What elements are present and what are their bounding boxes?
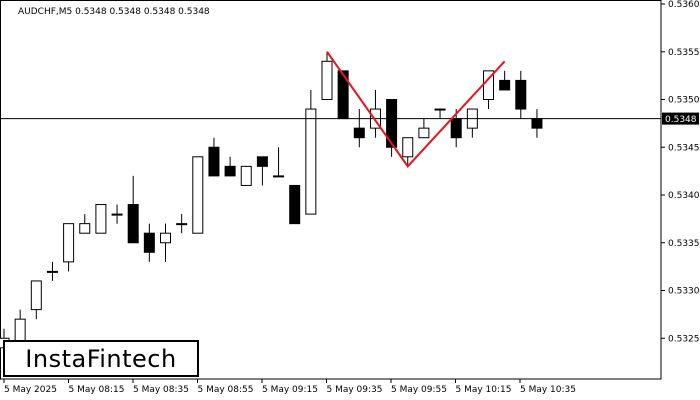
candle-bodies [0, 60, 543, 349]
y-tick-label: 0.5360 [668, 0, 700, 10]
y-tick-label: 0.5330 [668, 287, 700, 297]
bullish-candle [321, 60, 333, 100]
bullish-candle [160, 232, 171, 244]
bearish-candle [386, 99, 398, 148]
bearish-candle [256, 156, 268, 167]
bearish-candle [224, 165, 236, 177]
bearish-candle [515, 79, 527, 110]
bearish-candle [208, 146, 220, 177]
bullish-candle [305, 108, 317, 215]
candle-wicks [3, 51, 538, 367]
bullish-candle [95, 204, 107, 234]
y-tick-label: 0.5335 [668, 239, 700, 249]
x-tick-label: 5 May 10:15 [456, 385, 512, 395]
x-tick-label: 5 May 10:35 [520, 385, 576, 395]
brand-logo-box: InstaFintech [3, 340, 199, 377]
y-tick-label: 0.5325 [668, 334, 700, 344]
bullish-candle [46, 270, 58, 273]
brand-logo: InstaFintech [25, 344, 177, 373]
x-tick-label: 5 May 09:35 [327, 385, 383, 395]
bullish-candle [402, 137, 414, 158]
chart-title: AUDCHF,M5 0.5348 0.5348 0.5348 0.5348 [18, 7, 210, 17]
current-price-tag [662, 112, 699, 125]
bullish-candle [273, 175, 285, 178]
y-tick-label: 0.5350 [668, 96, 700, 106]
bullish-candle [111, 213, 123, 216]
x-tick-label: 5 May 08:55 [198, 385, 254, 395]
bullish-candle [79, 223, 91, 234]
bearish-candle [289, 184, 301, 225]
bullish-candle [240, 165, 252, 186]
y-tick-label: 0.5340 [668, 191, 700, 201]
y-tick-label: 0.5355 [668, 48, 700, 58]
x-tick-label: 5 May 09:15 [262, 385, 318, 395]
bearish-candle [143, 232, 155, 253]
bearish-candle [353, 127, 365, 139]
bullish-candle [192, 156, 204, 234]
y-tick-label: 0.5345 [668, 143, 700, 153]
bearish-candle [127, 204, 139, 244]
pattern-line [326, 51, 506, 168]
x-tick-label: 5 May 08:15 [69, 385, 125, 395]
x-axis: 5 May 2025 5 May 08:15 5 May 08:35 5 May 08… [3, 379, 576, 395]
bullish-candle [30, 280, 42, 311]
bullish-candle [176, 223, 188, 226]
bearish-candle [499, 79, 511, 91]
bearish-candle [450, 118, 462, 139]
plot-border [0, 0, 662, 380]
bullish-candle [434, 108, 446, 111]
plot-frame [0, 0, 662, 380]
x-tick-label: 5 May 2025 [4, 385, 57, 395]
double-top-pattern [326, 51, 506, 168]
bearish-candle [531, 118, 543, 129]
current-price-label: 0.5348 [665, 115, 697, 125]
y-axis: 0.5360 0.5355 0.5350 0.5345 0.5340 0.5335 0.53… [661, 0, 700, 344]
bullish-candle [418, 127, 430, 139]
x-tick-label: 5 May 08:35 [133, 385, 189, 395]
bullish-candle [63, 223, 75, 263]
x-tick-label: 5 May 09:55 [391, 385, 447, 395]
